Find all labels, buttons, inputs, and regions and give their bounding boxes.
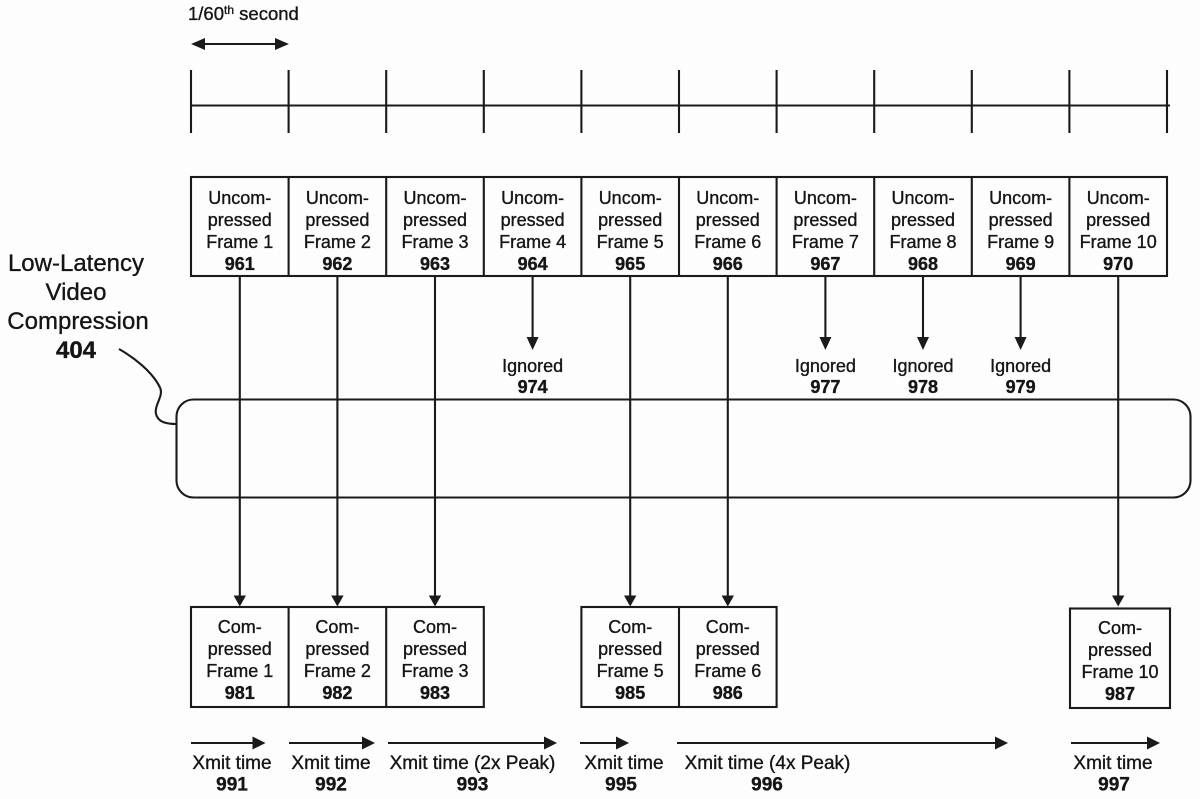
svg-text:pressed: pressed [1088, 640, 1152, 660]
svg-text:Low-Latency: Low-Latency [8, 250, 144, 277]
svg-text:987: 987 [1105, 684, 1135, 704]
svg-text:pressed: pressed [696, 210, 760, 230]
svg-text:970: 970 [1103, 254, 1133, 274]
svg-text:Uncom-: Uncom- [306, 188, 369, 208]
svg-text:Frame 10: Frame 10 [1081, 662, 1158, 682]
svg-text:996: 996 [751, 775, 783, 796]
svg-text:Frame 9: Frame 9 [987, 232, 1054, 252]
svg-text:pressed: pressed [208, 210, 272, 230]
svg-text:962: 962 [322, 254, 352, 274]
svg-text:pressed: pressed [403, 210, 467, 230]
svg-text:Uncom-: Uncom- [989, 188, 1052, 208]
svg-text:pressed: pressed [501, 210, 565, 230]
svg-text:977: 977 [810, 377, 840, 397]
svg-text:1/60th second: 1/60th second [188, 3, 299, 24]
svg-text:pressed: pressed [891, 210, 955, 230]
svg-text:Frame 5: Frame 5 [597, 661, 664, 681]
svg-text:Frame 3: Frame 3 [401, 661, 468, 681]
svg-text:Frame 1: Frame 1 [206, 232, 273, 252]
svg-text:Com-: Com- [315, 617, 359, 637]
svg-text:Frame 6: Frame 6 [694, 232, 761, 252]
svg-text:pressed: pressed [696, 639, 760, 659]
svg-text:pressed: pressed [403, 639, 467, 659]
svg-text:983: 983 [420, 683, 450, 703]
svg-text:pressed: pressed [1086, 210, 1150, 230]
svg-text:964: 964 [518, 254, 548, 274]
svg-text:Frame 5: Frame 5 [597, 232, 664, 252]
svg-text:981: 981 [225, 683, 255, 703]
svg-text:Com-: Com- [1098, 618, 1142, 638]
svg-text:Uncom-: Uncom- [1087, 188, 1150, 208]
svg-text:965: 965 [615, 254, 645, 274]
svg-text:pressed: pressed [598, 210, 662, 230]
svg-text:Xmit time (4x Peak): Xmit time (4x Peak) [685, 753, 851, 774]
svg-text:Frame 1: Frame 1 [206, 661, 273, 681]
svg-text:Ignored: Ignored [795, 356, 856, 376]
svg-text:Compression: Compression [7, 308, 148, 335]
svg-text:Ignored: Ignored [502, 356, 563, 376]
svg-text:985: 985 [615, 683, 645, 703]
svg-text:pressed: pressed [208, 639, 272, 659]
svg-text:pressed: pressed [598, 639, 662, 659]
svg-text:pressed: pressed [989, 210, 1053, 230]
svg-text:Frame 4: Frame 4 [499, 232, 566, 252]
svg-text:Uncom-: Uncom- [696, 188, 759, 208]
svg-text:966: 966 [713, 254, 743, 274]
svg-text:978: 978 [908, 377, 938, 397]
svg-text:Frame 7: Frame 7 [792, 232, 859, 252]
svg-text:pressed: pressed [305, 639, 369, 659]
svg-text:pressed: pressed [793, 210, 857, 230]
svg-text:Ignored: Ignored [892, 356, 953, 376]
svg-text:pressed: pressed [305, 210, 369, 230]
svg-text:961: 961 [225, 254, 255, 274]
svg-text:Xmit time: Xmit time [1073, 753, 1152, 774]
svg-text:991: 991 [216, 775, 248, 796]
svg-text:Frame 3: Frame 3 [401, 232, 468, 252]
svg-text:Com-: Com- [706, 617, 750, 637]
svg-text:967: 967 [810, 254, 840, 274]
svg-text:963: 963 [420, 254, 450, 274]
svg-text:Frame 2: Frame 2 [304, 232, 371, 252]
svg-text:Com-: Com- [413, 617, 457, 637]
svg-text:Uncom-: Uncom- [891, 188, 954, 208]
svg-text:Uncom-: Uncom- [501, 188, 564, 208]
svg-text:Frame 2: Frame 2 [304, 661, 371, 681]
svg-text:Uncom-: Uncom- [794, 188, 857, 208]
svg-text:997: 997 [1098, 775, 1130, 796]
svg-text:992: 992 [315, 775, 347, 796]
svg-text:969: 969 [1006, 254, 1036, 274]
svg-text:Xmit time (2x Peak): Xmit time (2x Peak) [390, 753, 556, 774]
svg-text:Com-: Com- [218, 617, 262, 637]
svg-text:986: 986 [713, 683, 743, 703]
svg-text:Uncom-: Uncom- [599, 188, 662, 208]
svg-text:Video: Video [46, 279, 107, 306]
svg-text:Xmit time: Xmit time [291, 753, 370, 774]
svg-text:404: 404 [56, 337, 97, 364]
svg-text:Ignored: Ignored [990, 356, 1051, 376]
svg-text:Com-: Com- [608, 617, 652, 637]
svg-text:Uncom-: Uncom- [403, 188, 466, 208]
svg-text:979: 979 [1006, 377, 1036, 397]
svg-text:968: 968 [908, 254, 938, 274]
svg-text:Frame 6: Frame 6 [694, 661, 761, 681]
svg-text:Frame 10: Frame 10 [1080, 232, 1157, 252]
svg-text:993: 993 [457, 775, 489, 796]
svg-text:982: 982 [322, 683, 352, 703]
svg-text:995: 995 [605, 775, 637, 796]
svg-text:Frame 8: Frame 8 [889, 232, 956, 252]
svg-text:Xmit time: Xmit time [584, 753, 663, 774]
svg-text:Xmit time: Xmit time [192, 753, 271, 774]
svg-text:974: 974 [518, 377, 548, 397]
svg-text:Uncom-: Uncom- [208, 188, 271, 208]
